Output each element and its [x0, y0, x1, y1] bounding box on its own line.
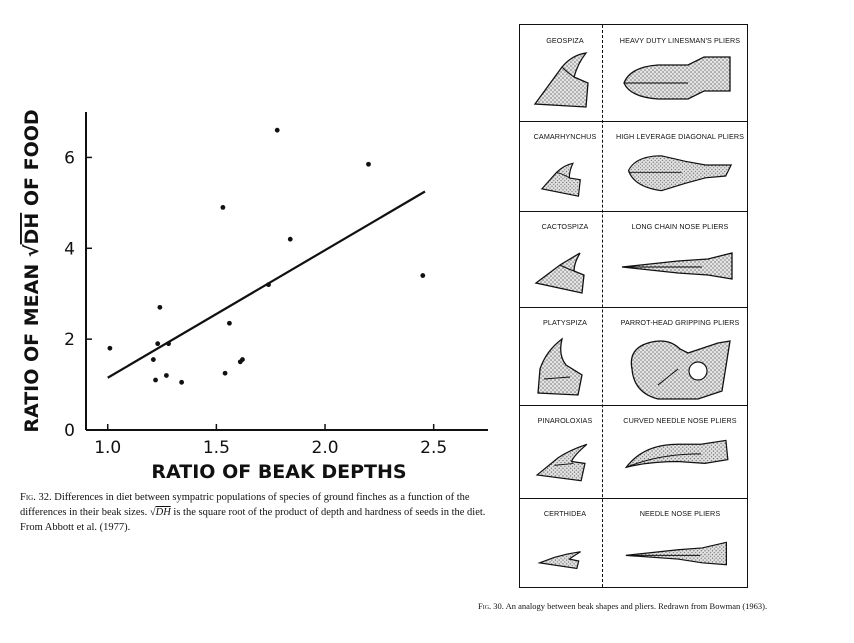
plier-type-label: HIGH LEVERAGE DIAGONAL PLIERS	[615, 132, 745, 141]
data-point	[220, 205, 226, 210]
fig30-label: Fig. 30.	[478, 601, 504, 611]
row-separator	[520, 121, 747, 122]
beak-drawing	[530, 522, 594, 592]
data-point	[366, 161, 371, 167]
y-tick-label: 4	[64, 239, 75, 259]
beak-drawing	[530, 145, 594, 214]
beak-drawing	[530, 235, 594, 310]
data-point	[227, 320, 232, 326]
data-point	[107, 345, 113, 351]
figure-32-caption: Fig. 32. Differences in diet between sym…	[20, 490, 490, 535]
chart-axes	[85, 112, 488, 431]
fig32-text-1: Differences in diet between sympatric po…	[20, 492, 470, 518]
y-tick-label: 2	[64, 330, 75, 350]
beak-genus-label: GEOSPIZA	[546, 36, 584, 45]
plier-drawing	[616, 233, 740, 310]
analogy-row: GEOSPIZA HEAVY DUTY LINESMAN'S PLIERS	[520, 25, 747, 121]
beak-genus-label: CAMARHYNCHUS	[533, 132, 597, 141]
data-point	[166, 341, 171, 347]
y-title-prefix: RATIO OF MEAN	[21, 257, 43, 433]
beak-drawing	[530, 331, 594, 406]
data-point	[420, 273, 426, 278]
x-tick-label: 2.0	[312, 438, 339, 458]
x-tick-label: 1.0	[94, 438, 121, 458]
plier-drawing	[616, 329, 740, 406]
y-title-sqrt: √	[21, 244, 43, 257]
data-point	[240, 357, 245, 362]
beak-genus-label: PLATYSPIZA	[542, 318, 587, 327]
data-point	[222, 370, 228, 376]
plier-type-label: PARROT-HEAD GRIPPING PLIERS	[620, 318, 740, 327]
figure-30-caption: Fig. 30. An analogy between beak shapes …	[478, 601, 838, 612]
data-point	[164, 373, 169, 378]
scatter-chart: 1.0 1.5 2.0 2.5 0 2 4 6 RATIO OF BEAK DEPTHS RA…	[21, 109, 488, 483]
beak-genus-label: CACTOSPIZA	[541, 222, 589, 231]
y-title-sqrt-term: DH	[21, 213, 43, 245]
fig30-text: An analogy between beak shapes and plier…	[503, 601, 768, 611]
y-tick-label: 6	[64, 148, 75, 168]
beak-genus-label: PINAROLOXIAS	[537, 416, 593, 425]
x-axis-title: RATIO OF BEAK DEPTHS	[151, 461, 406, 483]
plier-type-label: NEEDLE NOSE PLIERS	[639, 509, 721, 518]
beak-drawing	[530, 429, 594, 501]
plier-type-label: CURVED NEEDLE NOSE PLIERS	[623, 416, 737, 425]
plier-type-label: HEAVY DUTY LINESMAN'S PLIERS	[619, 36, 741, 45]
y-axis-title: RATIO OF MEAN √DH OF FOOD	[21, 109, 43, 432]
plier-type-label: LONG CHAIN NOSE PLIERS	[631, 222, 729, 231]
analogy-row: PLATYSPIZA PARROT-HEAD GRIPPING PLIERS	[520, 307, 747, 405]
fig32-text-2: is the square root of the product of dep…	[20, 507, 486, 533]
plier-drawing	[616, 47, 740, 124]
data-point	[274, 127, 280, 133]
beak-genus-label: CERTHIDEA	[543, 509, 587, 518]
y-tick-label: 0	[64, 421, 75, 441]
plier-drawing	[616, 427, 740, 501]
fig32-label: Fig. 32.	[20, 492, 52, 503]
x-tick-label: 2.5	[420, 438, 447, 458]
analogy-row: CACTOSPIZA LONG CHAIN NOSE PLIERS	[520, 211, 747, 307]
data-point	[153, 377, 158, 383]
analogy-row: PINAROLOXIAS CURVED NEEDLE NOSE PLIERS	[520, 405, 747, 498]
panel-dashed-divider	[602, 25, 603, 587]
plier-drawing	[616, 143, 740, 214]
row-separator	[520, 307, 747, 308]
data-point	[179, 379, 185, 385]
row-separator	[520, 405, 747, 406]
data-point	[155, 341, 161, 347]
row-separator	[520, 211, 747, 212]
analogy-row: CAMARHYNCHUS HIGH LEVERAGE DIAGONAL PLIER…	[520, 121, 747, 211]
svg-text:RATIO OF MEAN √DH OF FOOD: RATIO OF MEAN √DH OF FOOD	[21, 109, 43, 432]
row-separator	[520, 498, 747, 499]
data-point	[157, 304, 163, 310]
analogy-row: CERTHIDEA NEEDLE NOSE PLIERS	[520, 498, 747, 589]
data-point	[266, 282, 271, 288]
plier-drawing	[616, 520, 740, 592]
data-point	[150, 357, 156, 362]
fig32-sqrt: √	[149, 507, 156, 518]
beak-drawing	[530, 49, 594, 124]
fig32-sqrt-term: DH	[155, 507, 171, 518]
y-title-suffix: OF FOOD	[21, 109, 43, 212]
beak-plier-analogy-panel: GEOSPIZA HEAVY DUTY LINESMAN'S PLIERS CAMA…	[519, 24, 748, 588]
data-point	[287, 236, 293, 242]
x-tick-label: 1.5	[203, 438, 230, 458]
